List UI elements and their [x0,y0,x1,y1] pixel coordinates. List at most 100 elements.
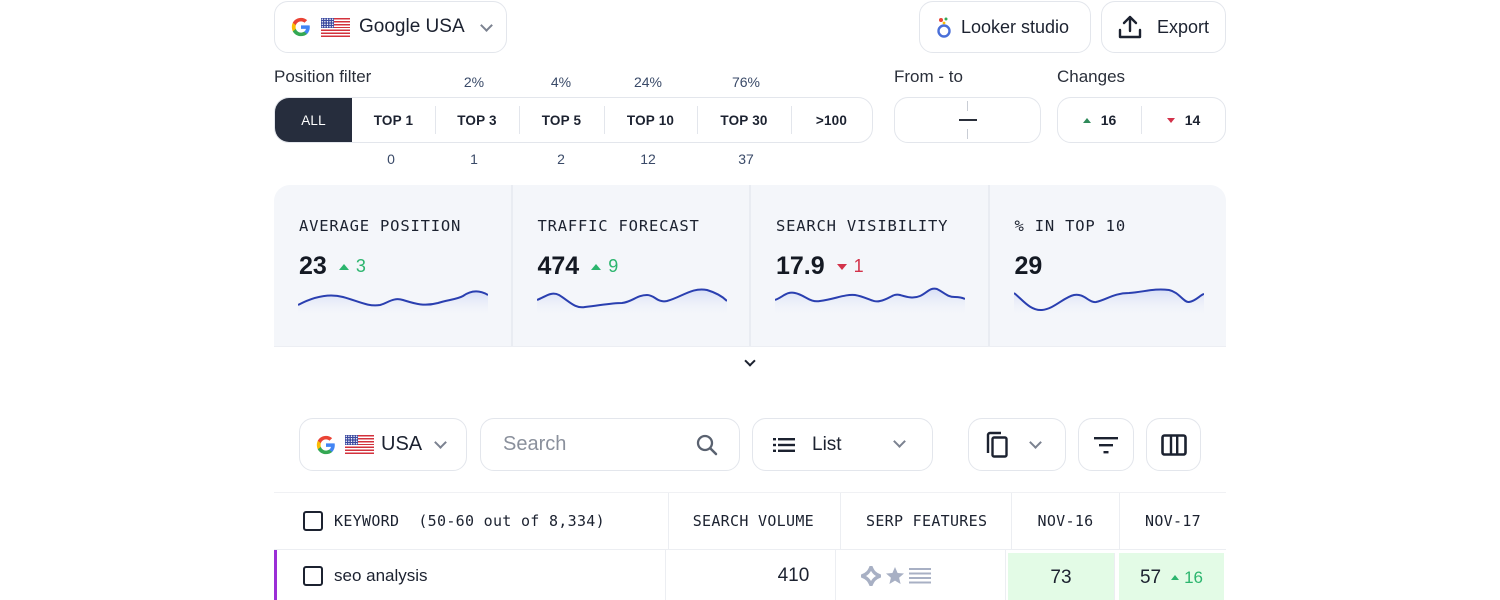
segment-all[interactable]: ALL [275,98,352,142]
arrow-down-icon [836,263,847,270]
column-header-date1[interactable]: NOV-16 [1012,493,1120,549]
chevron-down-icon [479,18,493,32]
position-filter-label: Position filter [274,67,372,86]
table-row[interactable]: seo analysis 410 73 57 16 [274,550,1226,600]
changes-down-count: 14 [1184,112,1201,128]
columns-button[interactable] [1146,418,1201,471]
metric-card-search-visibility[interactable]: SEARCH VISIBILITY 17.9 1 [751,185,990,346]
top5-count: 2 [557,151,565,167]
sitelinks-icon [861,566,882,586]
arrow-up-icon [1082,117,1091,123]
arrow-up-icon [338,263,349,270]
export-button[interactable]: Export [1101,1,1226,53]
keyword-cell: seo analysis [274,550,666,600]
changes-up-count: 16 [1100,112,1117,128]
position-filter-segmented-control: ALL TOP 1 TOP 3 TOP 5 TOP 10 TOP 30 >100 [274,97,873,143]
metric-card-traffic-forecast[interactable]: TRAFFIC FORECAST 474 9 [513,185,751,346]
row-checkbox[interactable] [303,566,323,586]
search-input[interactable] [503,433,683,456]
view-mode-label: List [812,433,842,455]
filter-button[interactable] [1078,418,1134,471]
range-input[interactable] [894,97,1041,143]
metric-delta: 1 [853,256,864,276]
us-flag-icon [345,435,374,454]
row-accent-bar [274,550,277,600]
filter-icon [1094,436,1118,453]
metric-title: TRAFFIC FORECAST [537,217,700,235]
select-all-checkbox[interactable] [303,511,323,531]
engine-select-label: Google USA [359,16,465,37]
metrics-panel: AVERAGE POSITION 23 3 TRAFFIC FORECAST 4… [274,185,1226,378]
google-logo-icon [291,17,310,37]
expand-metrics-button[interactable] [274,346,1226,378]
metric-value: 23 [299,252,327,280]
copy-icon [986,431,1008,458]
segment-top10[interactable]: TOP 10 [604,98,697,142]
segment-over100[interactable]: >100 [791,98,872,142]
range-dash [959,119,977,121]
metric-title: % IN TOP 10 [1014,217,1126,235]
copy-menu-button[interactable] [968,418,1066,471]
segment-top3[interactable]: TOP 3 [435,98,519,142]
looker-studio-button[interactable]: Looker studio [919,1,1091,53]
changes-filter: 16 14 [1057,97,1226,143]
search-box[interactable] [480,418,740,471]
segment-top30[interactable]: TOP 30 [697,98,791,142]
arrow-down-icon [1166,117,1175,123]
metric-title: SEARCH VISIBILITY [776,217,949,235]
metric-delta: 9 [608,256,619,276]
top30-percent: 76% [731,74,761,90]
metric-title: AVERAGE POSITION [299,217,462,235]
changes-down-button[interactable]: 14 [1142,98,1225,142]
table-engine-select[interactable]: USA [299,418,467,471]
looker-studio-label: Looker studio [961,16,1070,37]
metric-card-percent-top10[interactable]: % IN TOP 10 29 [990,185,1227,346]
list-icon [909,568,932,584]
search-volume-cell: 410 [666,550,837,600]
column-header-search-volume[interactable]: SEARCH VOLUME [669,493,841,549]
segment-top5[interactable]: TOP 5 [519,98,604,142]
list-icon [773,437,795,452]
top5-percent: 4% [550,74,572,90]
us-flag-icon [321,17,350,37]
top30-count: 37 [738,151,754,167]
column-header-keyword[interactable]: KEYWORD (50-60 out of 8,334) [274,493,669,549]
top1-count: 0 [387,151,395,167]
column-header-date2[interactable]: NOV-17 [1145,512,1201,530]
changes-label: Changes [1057,67,1126,86]
keyword-range-label: (50-60 out of 8,334) [418,512,605,530]
top3-count: 1 [470,151,478,167]
engine-select-label: USA [381,433,423,455]
column-header-serp-features[interactable]: SERP FEATURES [841,493,1012,549]
range-divider [967,101,968,111]
keyword-text[interactable]: seo analysis [334,566,428,585]
search-engine-select[interactable]: Google USA [274,1,507,53]
search-icon[interactable] [695,433,719,457]
chevron-down-icon [744,354,756,367]
view-mode-select[interactable]: List [752,418,933,471]
position-value: 57 [1139,566,1162,588]
metric-value: 474 [537,252,580,280]
arrow-up-icon [591,263,602,270]
keyword-header-label: KEYWORD [334,512,400,530]
sparkline-chart [1013,288,1204,317]
changes-up-button[interactable]: 16 [1058,98,1141,142]
looker-studio-icon [937,17,951,38]
chevron-down-icon [1029,436,1042,449]
arrow-up-icon [1171,575,1180,580]
keywords-table: KEYWORD (50-60 out of 8,334) SEARCH VOLU… [274,492,1226,600]
google-logo-icon [316,435,335,454]
metric-delta: 3 [355,256,366,276]
sparkline-chart [298,290,488,317]
date2-position-cell: 57 16 [1118,553,1224,600]
segment-top1[interactable]: TOP 1 [373,112,414,128]
date1-position-cell: 73 [1007,553,1115,600]
sparkline-chart [536,288,727,317]
top10-percent: 24% [633,74,663,90]
star-icon [886,567,905,584]
position-delta: 16 [1184,567,1203,587]
columns-icon [1160,433,1187,456]
upload-icon [1118,15,1142,39]
metric-value: 29 [1014,252,1043,280]
metric-card-average-position[interactable]: AVERAGE POSITION 23 3 [274,185,513,346]
